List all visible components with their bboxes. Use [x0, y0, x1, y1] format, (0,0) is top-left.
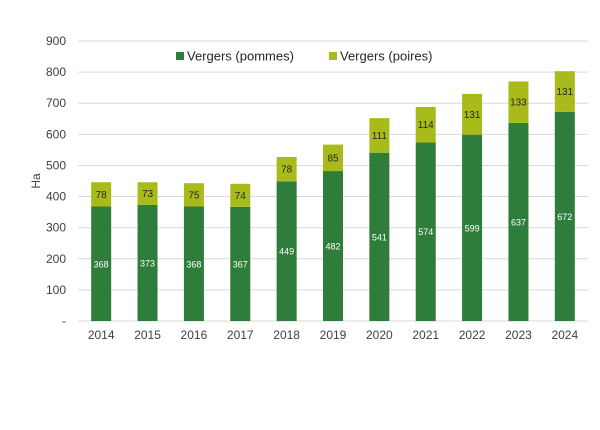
bar-pommes-2014 [91, 206, 112, 321]
data-label-pommes: 368 [94, 259, 109, 269]
data-label-poires: 85 [327, 153, 339, 164]
data-label-pommes: 482 [325, 242, 340, 252]
y-tick-label: 300 [46, 221, 66, 235]
bar-poires-2017 [230, 183, 251, 207]
data-label-pommes: 599 [465, 223, 480, 233]
bar-poires-2016 [183, 183, 204, 207]
x-tick-label: 2023 [505, 328, 532, 342]
data-label-poires: 78 [96, 190, 108, 201]
data-label-pommes: 449 [279, 247, 294, 257]
bar-pommes-2021 [415, 142, 436, 321]
bar-pommes-2022 [462, 134, 483, 321]
data-label-poires: 78 [281, 165, 293, 176]
bar-pommes-2024 [554, 111, 575, 321]
bar-poires-2024 [554, 71, 575, 112]
data-label-poires: 131 [464, 110, 481, 121]
data-label-poires: 74 [235, 191, 247, 202]
x-tick-label: 2014 [88, 328, 115, 342]
bar-poires-2015 [137, 182, 158, 205]
bar-poires-2023 [508, 81, 529, 123]
x-tick-label: 2016 [181, 328, 208, 342]
y-axis-title: Ha [29, 173, 43, 189]
bar-poires-2014 [91, 182, 112, 207]
data-label-poires: 111 [372, 131, 388, 142]
data-label-pommes: 368 [186, 259, 201, 269]
x-tick-label: 2021 [412, 328, 439, 342]
x-tick-label: 2019 [320, 328, 347, 342]
y-tick-label: 700 [46, 96, 66, 110]
data-label-poires: 73 [142, 189, 154, 200]
y-tick-label: 100 [46, 283, 66, 297]
data-label-poires: 75 [188, 190, 200, 201]
data-label-pommes: 574 [418, 227, 433, 237]
data-label-pommes: 672 [557, 212, 572, 222]
x-tick-label: 2024 [551, 328, 578, 342]
bar-pommes-2019 [323, 171, 343, 321]
legend-label: Vergers (pommes) [187, 49, 294, 64]
data-label-pommes: 373 [140, 258, 155, 268]
bar-pommes-2016 [183, 206, 204, 321]
bar-poires-2020 [369, 118, 390, 153]
y-tick-label: 500 [46, 158, 66, 172]
legend: Vergers (pommes) Vergers (poires) [176, 49, 432, 64]
bar-pommes-2015 [137, 204, 158, 321]
bars: 368 78 373 73 368 75 367 74 449 78 482 85 541 111 574 1… [91, 71, 575, 321]
y-tick-label: - [62, 314, 66, 328]
x-tick-label: 2015 [134, 328, 161, 342]
y-tick-label: 800 [46, 65, 66, 79]
y-tick-label: 200 [46, 252, 66, 266]
y-tick-label: 600 [46, 127, 66, 141]
x-tick-label: 2020 [366, 328, 393, 342]
bar-poires-2022 [462, 93, 483, 135]
data-label-pommes: 637 [511, 217, 526, 227]
x-tick-label: 2022 [459, 328, 486, 342]
bar-pommes-2020 [369, 152, 390, 321]
legend-label: Vergers (poires) [340, 49, 432, 64]
data-label-poires: 131 [556, 87, 573, 98]
legend-swatch [176, 52, 184, 60]
bar-pommes-2017 [230, 206, 251, 321]
data-label-pommes: 541 [372, 232, 387, 242]
data-label-poires: 133 [510, 98, 527, 109]
bar-poires-2018 [276, 157, 297, 182]
bar-pommes-2023 [508, 122, 529, 321]
data-label-pommes: 367 [233, 259, 248, 269]
x-axis-ticks: 2014 2015 2016 2017 2018 2019 2020 2021 2022 2023… [88, 328, 579, 342]
bar-pommes-2018 [276, 181, 297, 321]
y-axis-ticks: - 100 200 300 400 500 600 700 800 900 [46, 34, 66, 328]
bar-poires-2021 [415, 106, 436, 143]
legend-swatch [329, 52, 337, 60]
y-tick-label: 400 [46, 190, 66, 204]
x-tick-label: 2017 [227, 328, 254, 342]
y-tick-label: 900 [46, 34, 66, 48]
x-tick-label: 2018 [273, 328, 300, 342]
data-label-poires: 114 [418, 120, 434, 131]
bar-poires-2019 [323, 144, 343, 172]
